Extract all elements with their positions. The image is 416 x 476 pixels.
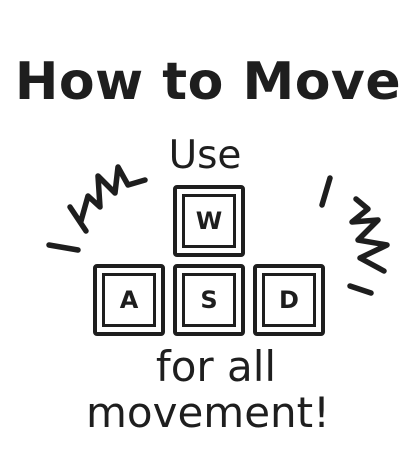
a-key-label: A (102, 273, 156, 327)
d-key: D (253, 264, 325, 336)
w-key: W (173, 185, 245, 257)
s-key-label: S (182, 273, 236, 327)
left-action-burst-icon (46, 164, 148, 253)
a-key: A (93, 264, 165, 336)
w-key-label: W (182, 194, 236, 248)
tutorial-title: How to Move (14, 52, 402, 112)
caption-line-1: for all (155, 342, 277, 391)
right-action-burst-icon (319, 175, 390, 296)
s-key: S (173, 264, 245, 336)
d-key-label: D (262, 273, 316, 327)
caption-line-2: movement! (86, 388, 330, 437)
use-label: Use (168, 133, 242, 178)
